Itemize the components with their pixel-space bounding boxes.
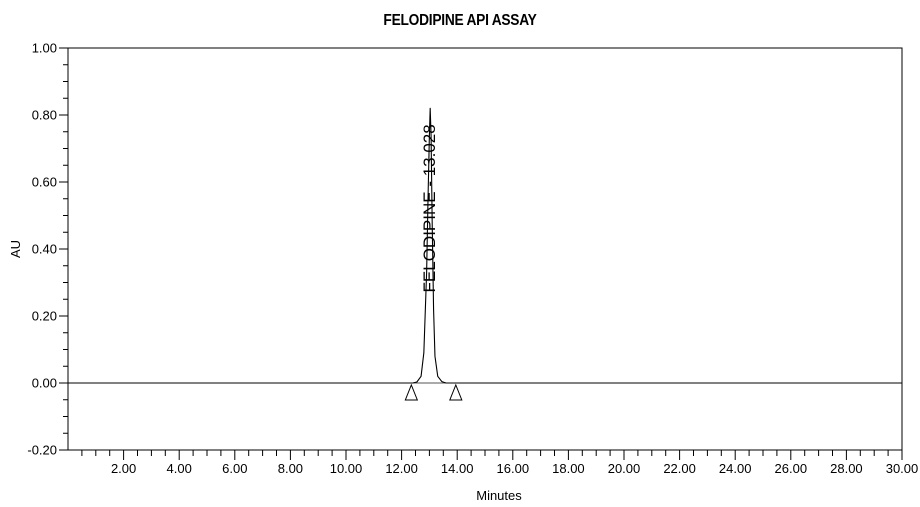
- y-tick-label: 0.00: [32, 376, 57, 391]
- x-tick-label: 6.00: [222, 461, 247, 476]
- y-tick-label: -0.20: [27, 443, 57, 458]
- y-tick-label: 0.60: [32, 175, 57, 190]
- chart-title: FELODIPINE API ASSAY: [383, 12, 537, 29]
- plot-frame: [67, 47, 903, 451]
- y-tick-label: 0.20: [32, 309, 57, 324]
- peak-label: FELODIPINE - 13.028: [420, 124, 439, 292]
- x-tick-label: 24.00: [719, 461, 752, 476]
- x-tick-label: 26.00: [775, 461, 808, 476]
- x-tick-label: 16.00: [497, 461, 530, 476]
- x-tick-label: 4.00: [167, 461, 192, 476]
- x-tick-label: 30.00: [886, 461, 919, 476]
- x-tick-label: 8.00: [278, 461, 303, 476]
- x-tick-label: 20.00: [608, 461, 641, 476]
- integration-marker: [404, 383, 419, 401]
- y-axis-label: AU: [8, 240, 23, 258]
- y-tick-label: 0.80: [32, 108, 57, 123]
- x-axis-label: Minutes: [476, 488, 522, 503]
- x-tick-label: 18.00: [552, 461, 585, 476]
- x-tick-label: 10.00: [330, 461, 363, 476]
- y-tick-label: 1.00: [32, 41, 57, 56]
- series-line: [68, 107, 902, 384]
- integration-marker: [449, 383, 463, 401]
- x-tick-label: 12.00: [385, 461, 418, 476]
- x-tick-label: 14.00: [441, 461, 474, 476]
- x-tick-label: 2.00: [111, 461, 136, 476]
- x-tick-label: 28.00: [830, 461, 863, 476]
- y-tick-label: 0.40: [32, 242, 57, 257]
- x-tick-label: 22.00: [663, 461, 696, 476]
